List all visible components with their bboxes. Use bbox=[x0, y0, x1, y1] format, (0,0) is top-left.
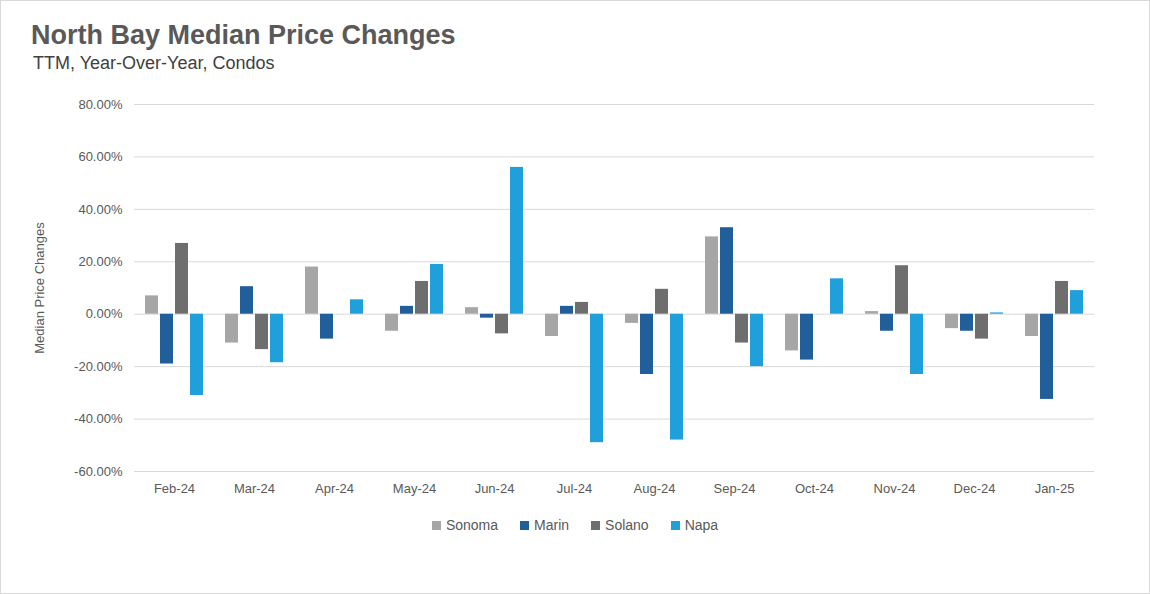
svg-text:-60.00%: -60.00% bbox=[74, 464, 123, 479]
svg-text:Jan-25: Jan-25 bbox=[1035, 481, 1075, 496]
svg-text:Apr-24: Apr-24 bbox=[315, 481, 354, 496]
svg-text:40.00%: 40.00% bbox=[78, 202, 123, 217]
svg-text:May-24: May-24 bbox=[393, 481, 436, 496]
html-text:Solano: Solano bbox=[605, 517, 649, 533]
svg-text:Jul-24: Jul-24 bbox=[557, 481, 592, 496]
svg-text:-20.00%: -20.00% bbox=[74, 359, 123, 374]
svg-text:Aug-24: Aug-24 bbox=[634, 481, 676, 496]
html-text:Napa: Napa bbox=[684, 517, 719, 533]
svg-text:Jun-24: Jun-24 bbox=[475, 481, 515, 496]
svg-text:20.00%: 20.00% bbox=[78, 254, 123, 269]
svg-text:Nov-24: Nov-24 bbox=[874, 481, 916, 496]
html-text:Marin: Marin bbox=[534, 517, 569, 533]
svg-text:-40.00%: -40.00% bbox=[74, 411, 123, 426]
html-text:Sonoma: Sonoma bbox=[445, 517, 498, 533]
svg-text:60.00%: 60.00% bbox=[78, 149, 123, 164]
svg-text:Oct-24: Oct-24 bbox=[795, 481, 834, 496]
html-text:North Bay Median Price Changes: North Bay Median Price Changes bbox=[31, 20, 456, 50]
html-text:TTM, Year-Over-Year, Condos: TTM, Year-Over-Year, Condos bbox=[33, 53, 275, 73]
svg-text:Sep-24: Sep-24 bbox=[714, 481, 756, 496]
svg-text:80.00%: 80.00% bbox=[78, 97, 123, 112]
svg-text:Feb-24: Feb-24 bbox=[154, 481, 195, 496]
svg-text:Median Price Changes: Median Price Changes bbox=[32, 222, 47, 354]
svg-text:Mar-24: Mar-24 bbox=[234, 481, 275, 496]
svg-text:0.00%: 0.00% bbox=[86, 306, 123, 321]
svg-text:Dec-24: Dec-24 bbox=[954, 481, 996, 496]
